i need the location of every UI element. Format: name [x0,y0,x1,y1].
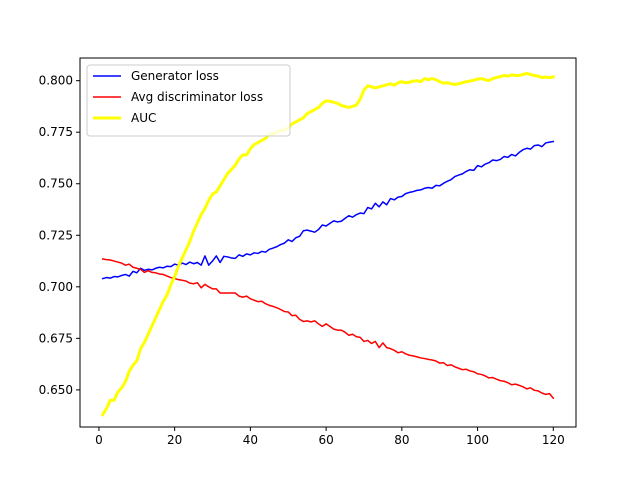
x-tick-label: 0 [95,433,103,447]
y-tick-label: 0.650 [39,383,73,397]
series-layer [100,71,555,417]
y-tick-label: 0.800 [39,74,73,88]
x-tick-label: 20 [167,433,182,447]
y-tick-label: 0.700 [39,280,73,294]
x-tick-label: 60 [318,433,333,447]
x-tick-label: 40 [243,433,258,447]
axes-layer [79,57,577,428]
series-line-auc [100,71,555,417]
y-tick-label: 0.725 [39,228,73,242]
x-tick-label: 120 [542,433,565,447]
y-tick-label: 0.675 [39,331,73,345]
legend-label-avg-discriminator-loss: Avg discriminator loss [131,90,263,104]
x-tick-label: 80 [394,433,409,447]
legend: Generator loss Avg discriminator loss AUC [86,64,291,137]
series-line-avg-discriminator-loss [101,258,555,400]
x-tick-label: 100 [466,433,489,447]
legend-label-auc: AUC [131,111,156,125]
x-axis-ticks: 0 20 40 60 80 100 120 [95,427,565,447]
legend-label-generator-loss: Generator loss [131,69,219,83]
y-tick-label: 0.750 [39,177,73,191]
legend-box [86,64,291,137]
y-tick-label: 0.775 [39,125,73,139]
plot-frame [79,57,577,428]
y-axis-ticks: 0.650 0.675 0.700 0.725 0.750 0.775 0.800 [39,74,80,397]
